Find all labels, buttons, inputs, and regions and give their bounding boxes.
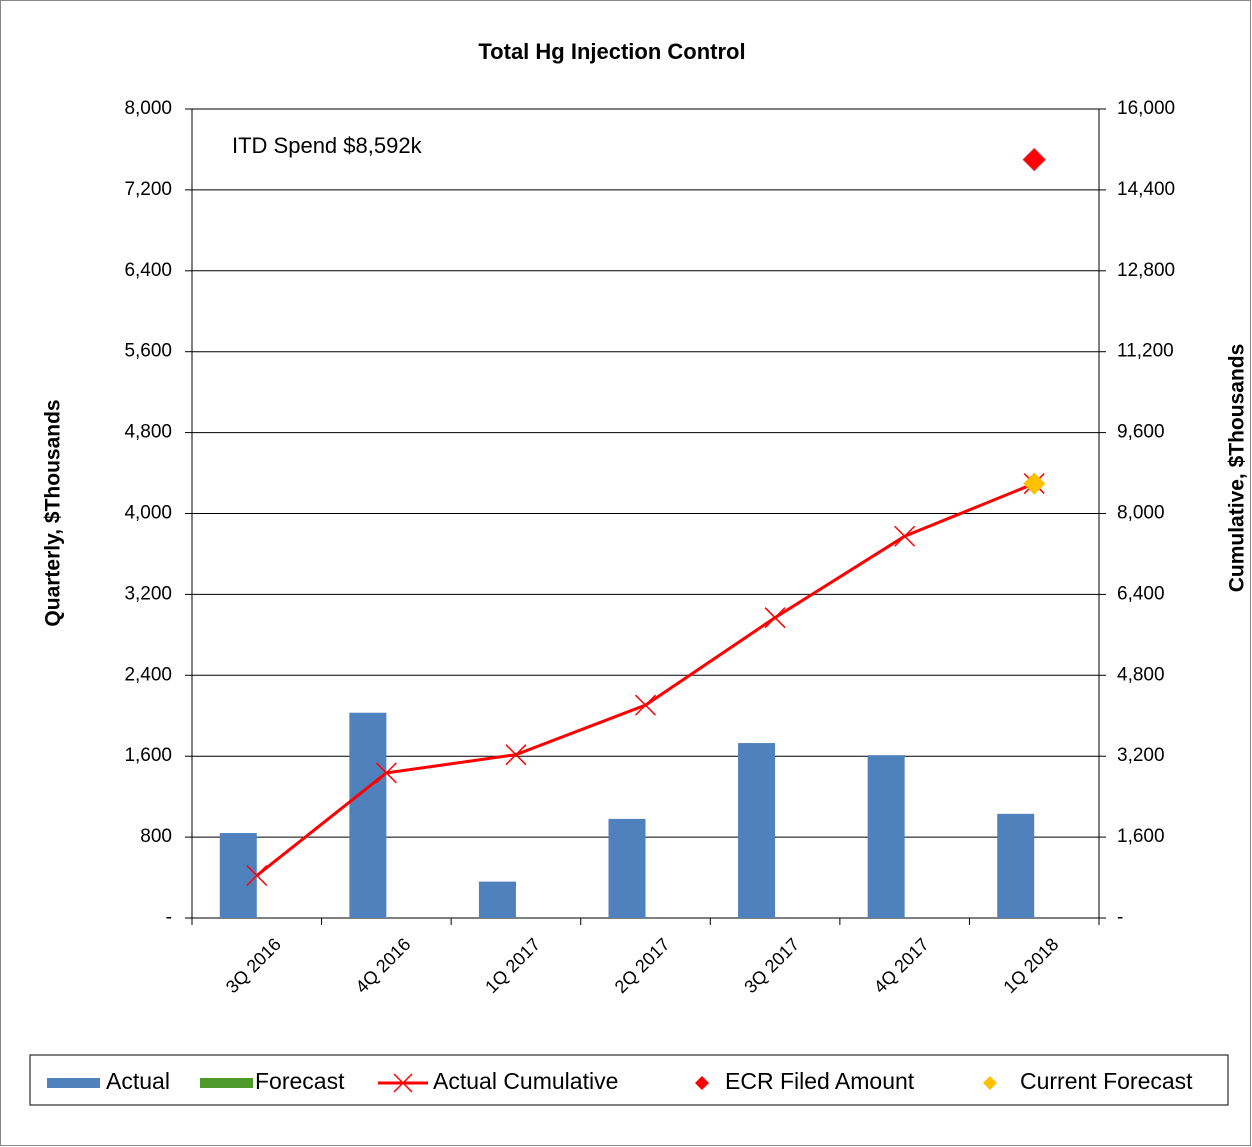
y-tick-label: 7,200 xyxy=(124,179,172,200)
legend-swatch xyxy=(393,1073,413,1093)
y2-tick-label: - xyxy=(1117,907,1123,928)
y2-tick-label: 3,200 xyxy=(1117,745,1165,766)
scatter-marker xyxy=(1023,472,1046,495)
y-axis-title: Quarterly, $Thousands xyxy=(42,399,65,626)
y2-tick-label: 8,000 xyxy=(1117,503,1165,524)
line-marker xyxy=(634,694,657,716)
line-marker xyxy=(375,762,397,784)
y2-tick-label: 6,400 xyxy=(1117,583,1165,604)
y-tick-label: 8,000 xyxy=(124,98,172,119)
legend-label: Actual xyxy=(106,1068,170,1094)
y-tick-label: 5,600 xyxy=(124,341,172,362)
y2-tick-label: 12,800 xyxy=(1117,260,1175,281)
legend-swatch xyxy=(983,1076,997,1090)
y2-tick-label: 11,200 xyxy=(1117,341,1174,362)
legend-label: Current Forecast xyxy=(1020,1068,1193,1094)
y2-tick-label: 4,800 xyxy=(1117,664,1165,685)
bar xyxy=(738,743,776,918)
y-tick-label: 6,400 xyxy=(124,260,172,281)
line-marker xyxy=(246,864,268,887)
y2-tick-label: 1,600 xyxy=(1117,826,1165,847)
y2-tick-label: 14,400 xyxy=(1117,179,1175,200)
line-marker xyxy=(505,744,527,766)
y-tick-label: 4,800 xyxy=(124,422,172,443)
y-tick-label: 3,200 xyxy=(124,583,172,604)
y-tick-label: 800 xyxy=(140,826,172,847)
scatter-marker xyxy=(1022,147,1046,172)
legend-label: Actual Cumulative xyxy=(433,1068,618,1094)
annotation: ITD Spend $8,592k xyxy=(232,133,423,158)
legend-label: Forecast xyxy=(255,1068,345,1094)
line-marker xyxy=(894,525,916,547)
legend-box xyxy=(29,1054,1229,1106)
legend-swatch xyxy=(695,1076,709,1090)
y-tick-label: 2,400 xyxy=(124,664,172,685)
chart-title: Total Hg Injection Control xyxy=(478,39,745,64)
legend-swatch xyxy=(47,1078,100,1088)
bar xyxy=(478,881,516,918)
bar xyxy=(608,818,646,918)
bar xyxy=(867,755,905,918)
y-tick-label: 1,600 xyxy=(124,745,172,766)
y-tick-label: 4,000 xyxy=(124,503,172,524)
bar xyxy=(997,813,1035,918)
y2-tick-label: 16,000 xyxy=(1117,98,1175,119)
y2-axis-title: Cumulative, $Thousands xyxy=(1226,344,1249,593)
y2-tick-label: 9,600 xyxy=(1117,422,1165,443)
legend-label: ECR Filed Amount xyxy=(725,1068,915,1094)
legend-swatch xyxy=(200,1078,253,1088)
line-marker xyxy=(764,607,786,629)
y-tick-label: - xyxy=(166,907,172,928)
bar xyxy=(349,712,387,918)
bar xyxy=(219,833,257,918)
